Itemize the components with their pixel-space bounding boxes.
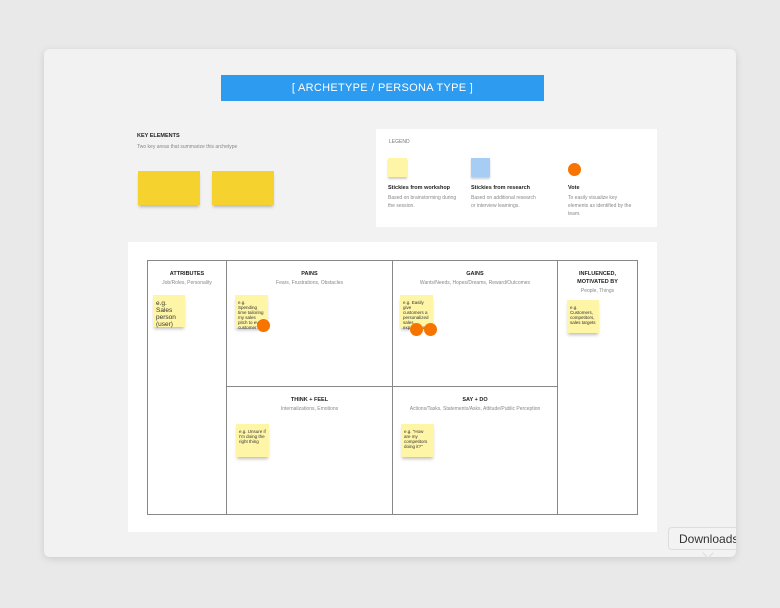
key-sticky-1[interactable] xyxy=(138,171,200,205)
legend-heading: LEGEND xyxy=(389,139,410,145)
vote-dot[interactable] xyxy=(257,319,270,332)
legend-desc: Based on brainstorming during the sessio… xyxy=(388,195,457,209)
downloads-tooltip: Downloads xyxy=(668,527,736,550)
sticky-note[interactable]: e.g. "How are my competitors doing it?" xyxy=(401,424,434,457)
legend-title: Stickies from research xyxy=(471,185,531,191)
whiteboard: [ ARCHETYPE / PERSONA TYPE ] KEY ELEMENT… xyxy=(44,49,736,557)
legend-title: Vote xyxy=(568,185,580,191)
cell-subtitle: People, Things xyxy=(580,288,615,294)
sticky-note[interactable]: e.g. Sales person (user) xyxy=(153,295,185,328)
vote-dot[interactable] xyxy=(424,323,437,336)
cell-title: THINK + FEEL xyxy=(290,397,329,403)
key-sticky-2[interactable] xyxy=(212,171,274,205)
legend-desc: Based on additional research or intervie… xyxy=(471,195,536,209)
cell-title: ATTRIBUTES xyxy=(169,271,205,277)
cell-title: SAY + DO xyxy=(462,397,488,403)
legend-title: Stickies from workshop xyxy=(388,185,451,191)
cell-gains[interactable]: GAINS Wants/Needs, Hopes/Dreams, Reward/… xyxy=(393,261,558,387)
key-elements-heading: KEY ELEMENTS xyxy=(137,133,180,139)
cell-title: GAINS xyxy=(466,271,484,277)
sticky-note[interactable]: e.g. Spending time tailoring my sales pi… xyxy=(235,295,268,330)
research-sticky-swatch xyxy=(471,158,490,177)
legend: LEGEND Stickies from workshop Based on b… xyxy=(376,129,657,227)
workshop-sticky-swatch xyxy=(388,158,407,177)
cell-say-do[interactable]: SAY + DO Actions/Tasks, Statements/Asks,… xyxy=(393,387,558,514)
cell-subtitle: Job/Roles, Personality xyxy=(162,280,212,286)
cell-attributes[interactable]: ATTRIBUTES Job/Roles, Personality e.g. S… xyxy=(148,261,227,514)
persona-grid: ATTRIBUTES Job/Roles, Personality e.g. S… xyxy=(147,260,638,515)
sticky-note[interactable]: e.g. Unsure if I'm doing the right thing xyxy=(236,424,269,457)
legend-desc: To easily visualize key elements as iden… xyxy=(568,195,632,217)
cell-influenced[interactable]: INFLUENCED, MOTIVATED BY People, Things … xyxy=(558,261,637,514)
cell-title: PAINS xyxy=(301,271,318,277)
cell-subtitle: Wants/Needs, Hopes/Dreams, Reward/Outcom… xyxy=(419,280,531,286)
sticky-note[interactable]: e.g. Customers, competitors, sales targe… xyxy=(567,300,599,333)
cell-subtitle: Actions/Tasks, Statements/Asks, Attitude… xyxy=(409,406,541,412)
vote-dot[interactable] xyxy=(410,323,423,336)
persona-canvas: ATTRIBUTES Job/Roles, Personality e.g. S… xyxy=(128,242,657,532)
cell-subtitle: Internalizations, Emotions xyxy=(280,406,339,412)
key-elements-subtitle: Two key areas that summarize this archet… xyxy=(137,144,238,150)
cell-pains[interactable]: PAINS Fears, Frustrations, Obstacles e.g… xyxy=(227,261,393,387)
vote-icon xyxy=(568,163,581,176)
persona-title[interactable]: [ ARCHETYPE / PERSONA TYPE ] xyxy=(221,75,544,101)
cell-subtitle: Fears, Frustrations, Obstacles xyxy=(276,280,343,286)
cell-think-feel[interactable]: THINK + FEEL Internalizations, Emotions … xyxy=(227,387,393,514)
cell-title: INFLUENCED, MOTIVATED BY xyxy=(577,271,618,285)
